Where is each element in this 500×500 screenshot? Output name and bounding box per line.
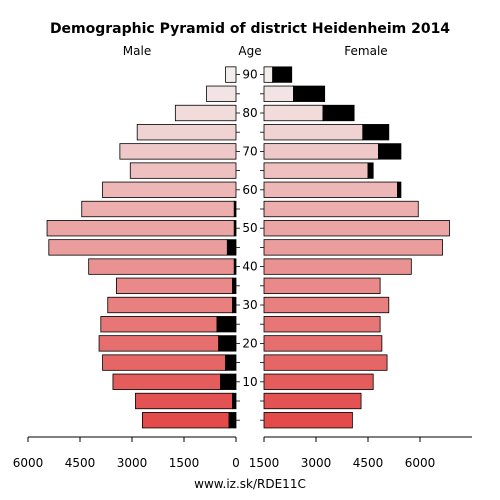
x-tick-label: 0 bbox=[232, 456, 240, 470]
female-bar-55-59 bbox=[263, 200, 419, 218]
male-bar-75-79 bbox=[136, 124, 237, 141]
female-bar-10-14 bbox=[263, 373, 374, 390]
male-foreign-bar-55-59 bbox=[233, 200, 237, 218]
x-tick-label: 3000 bbox=[301, 456, 332, 470]
female-bar-60-64 bbox=[263, 181, 398, 198]
age-tick-label: 90 bbox=[242, 68, 257, 82]
male-bar-5-9 bbox=[135, 392, 233, 410]
male-bar-50-54 bbox=[46, 220, 235, 237]
male-bar-60-64 bbox=[102, 181, 237, 198]
female-bar-40-44 bbox=[263, 258, 412, 275]
female-foreign-bar-75-79 bbox=[362, 124, 390, 141]
x-tick-label: 3000 bbox=[117, 456, 148, 470]
female-foreign-bar-80-84 bbox=[322, 104, 355, 122]
axes-group: 10 20 30 40 50 60 70 80 90 6000 4500 3000 1500 0 1500 3… bbox=[13, 68, 472, 470]
female-bar-5-9 bbox=[263, 392, 362, 410]
male-foreign-bar-30-34 bbox=[232, 296, 237, 314]
age-tick-label: 30 bbox=[242, 298, 257, 312]
female-bar-25-29 bbox=[263, 316, 381, 333]
female-bar-80-84 bbox=[263, 104, 324, 122]
female-bar-90+ bbox=[263, 66, 274, 83]
male-bar-10-14 bbox=[112, 373, 221, 390]
female-bar-30-34 bbox=[263, 296, 390, 314]
female-bar-85-89 bbox=[263, 85, 294, 102]
female-foreign-bar-60-64 bbox=[397, 181, 402, 198]
x-tick-label: 6000 bbox=[405, 456, 436, 470]
x-tick-label: 1500 bbox=[169, 456, 200, 470]
male-bar-80-84 bbox=[174, 104, 237, 122]
male-bar-90+ bbox=[225, 66, 237, 83]
female-bar-0-4 bbox=[263, 412, 353, 429]
female-bar-15-19 bbox=[263, 354, 388, 371]
bars-group bbox=[46, 66, 450, 429]
male-foreign-bar-0-4 bbox=[228, 412, 237, 429]
male-foreign-bar-35-39 bbox=[232, 277, 237, 294]
age-tick-label: 40 bbox=[242, 260, 257, 274]
age-tick-label: 80 bbox=[242, 106, 257, 120]
female-bar-50-54 bbox=[263, 220, 450, 237]
x-tick-label: 4500 bbox=[353, 456, 384, 470]
male-bar-65-69 bbox=[129, 162, 237, 179]
female-foreign-bar-90+ bbox=[272, 66, 293, 83]
age-label: Age bbox=[238, 44, 261, 58]
age-tick-label: 70 bbox=[242, 144, 257, 158]
male-foreign-bar-45-49 bbox=[226, 239, 237, 256]
x-tick-label: 4500 bbox=[65, 456, 96, 470]
female-foreign-bar-65-69 bbox=[367, 162, 374, 179]
male-bar-20-24 bbox=[98, 335, 220, 352]
footer-source: www.iz.sk/RDE11C bbox=[194, 477, 306, 491]
male-bar-40-44 bbox=[88, 258, 235, 275]
male-foreign-bar-10-14 bbox=[219, 373, 237, 390]
age-tick-label: 20 bbox=[242, 336, 257, 350]
female-foreign-bar-85-89 bbox=[293, 85, 326, 102]
female-bar-65-69 bbox=[263, 162, 369, 179]
male-foreign-bar-25-29 bbox=[216, 316, 237, 333]
age-tick-label: 60 bbox=[242, 183, 257, 197]
female-foreign-bar-70-74 bbox=[377, 143, 402, 160]
male-bar-45-49 bbox=[48, 239, 228, 256]
x-tick-label: 6000 bbox=[13, 456, 44, 470]
male-bar-35-39 bbox=[116, 277, 233, 294]
male-foreign-bar-40-44 bbox=[233, 258, 237, 275]
male-bar-0-4 bbox=[141, 412, 230, 429]
age-tick-label: 10 bbox=[242, 375, 257, 389]
male-label: Male bbox=[123, 44, 151, 58]
male-bar-70-74 bbox=[119, 143, 237, 160]
age-tick-label: 50 bbox=[242, 221, 257, 235]
male-bar-55-59 bbox=[81, 200, 235, 218]
chart-title: Demographic Pyramid of district Heidenhe… bbox=[50, 21, 450, 37]
male-bar-25-29 bbox=[100, 316, 218, 333]
male-foreign-bar-50-54 bbox=[233, 220, 237, 237]
male-bar-85-89 bbox=[206, 85, 237, 102]
female-bar-45-49 bbox=[263, 239, 443, 256]
male-foreign-bar-15-19 bbox=[225, 354, 237, 371]
male-bar-15-19 bbox=[102, 354, 226, 371]
female-label: Female bbox=[344, 44, 387, 58]
female-bar-20-24 bbox=[263, 335, 383, 352]
male-foreign-bar-20-24 bbox=[218, 335, 237, 352]
female-bar-75-79 bbox=[263, 124, 364, 141]
male-foreign-bar-5-9 bbox=[232, 392, 237, 410]
x-tick-label: 1500 bbox=[249, 456, 280, 470]
female-bar-35-39 bbox=[263, 277, 381, 294]
female-bar-70-74 bbox=[263, 143, 379, 160]
male-bar-30-34 bbox=[107, 296, 233, 314]
